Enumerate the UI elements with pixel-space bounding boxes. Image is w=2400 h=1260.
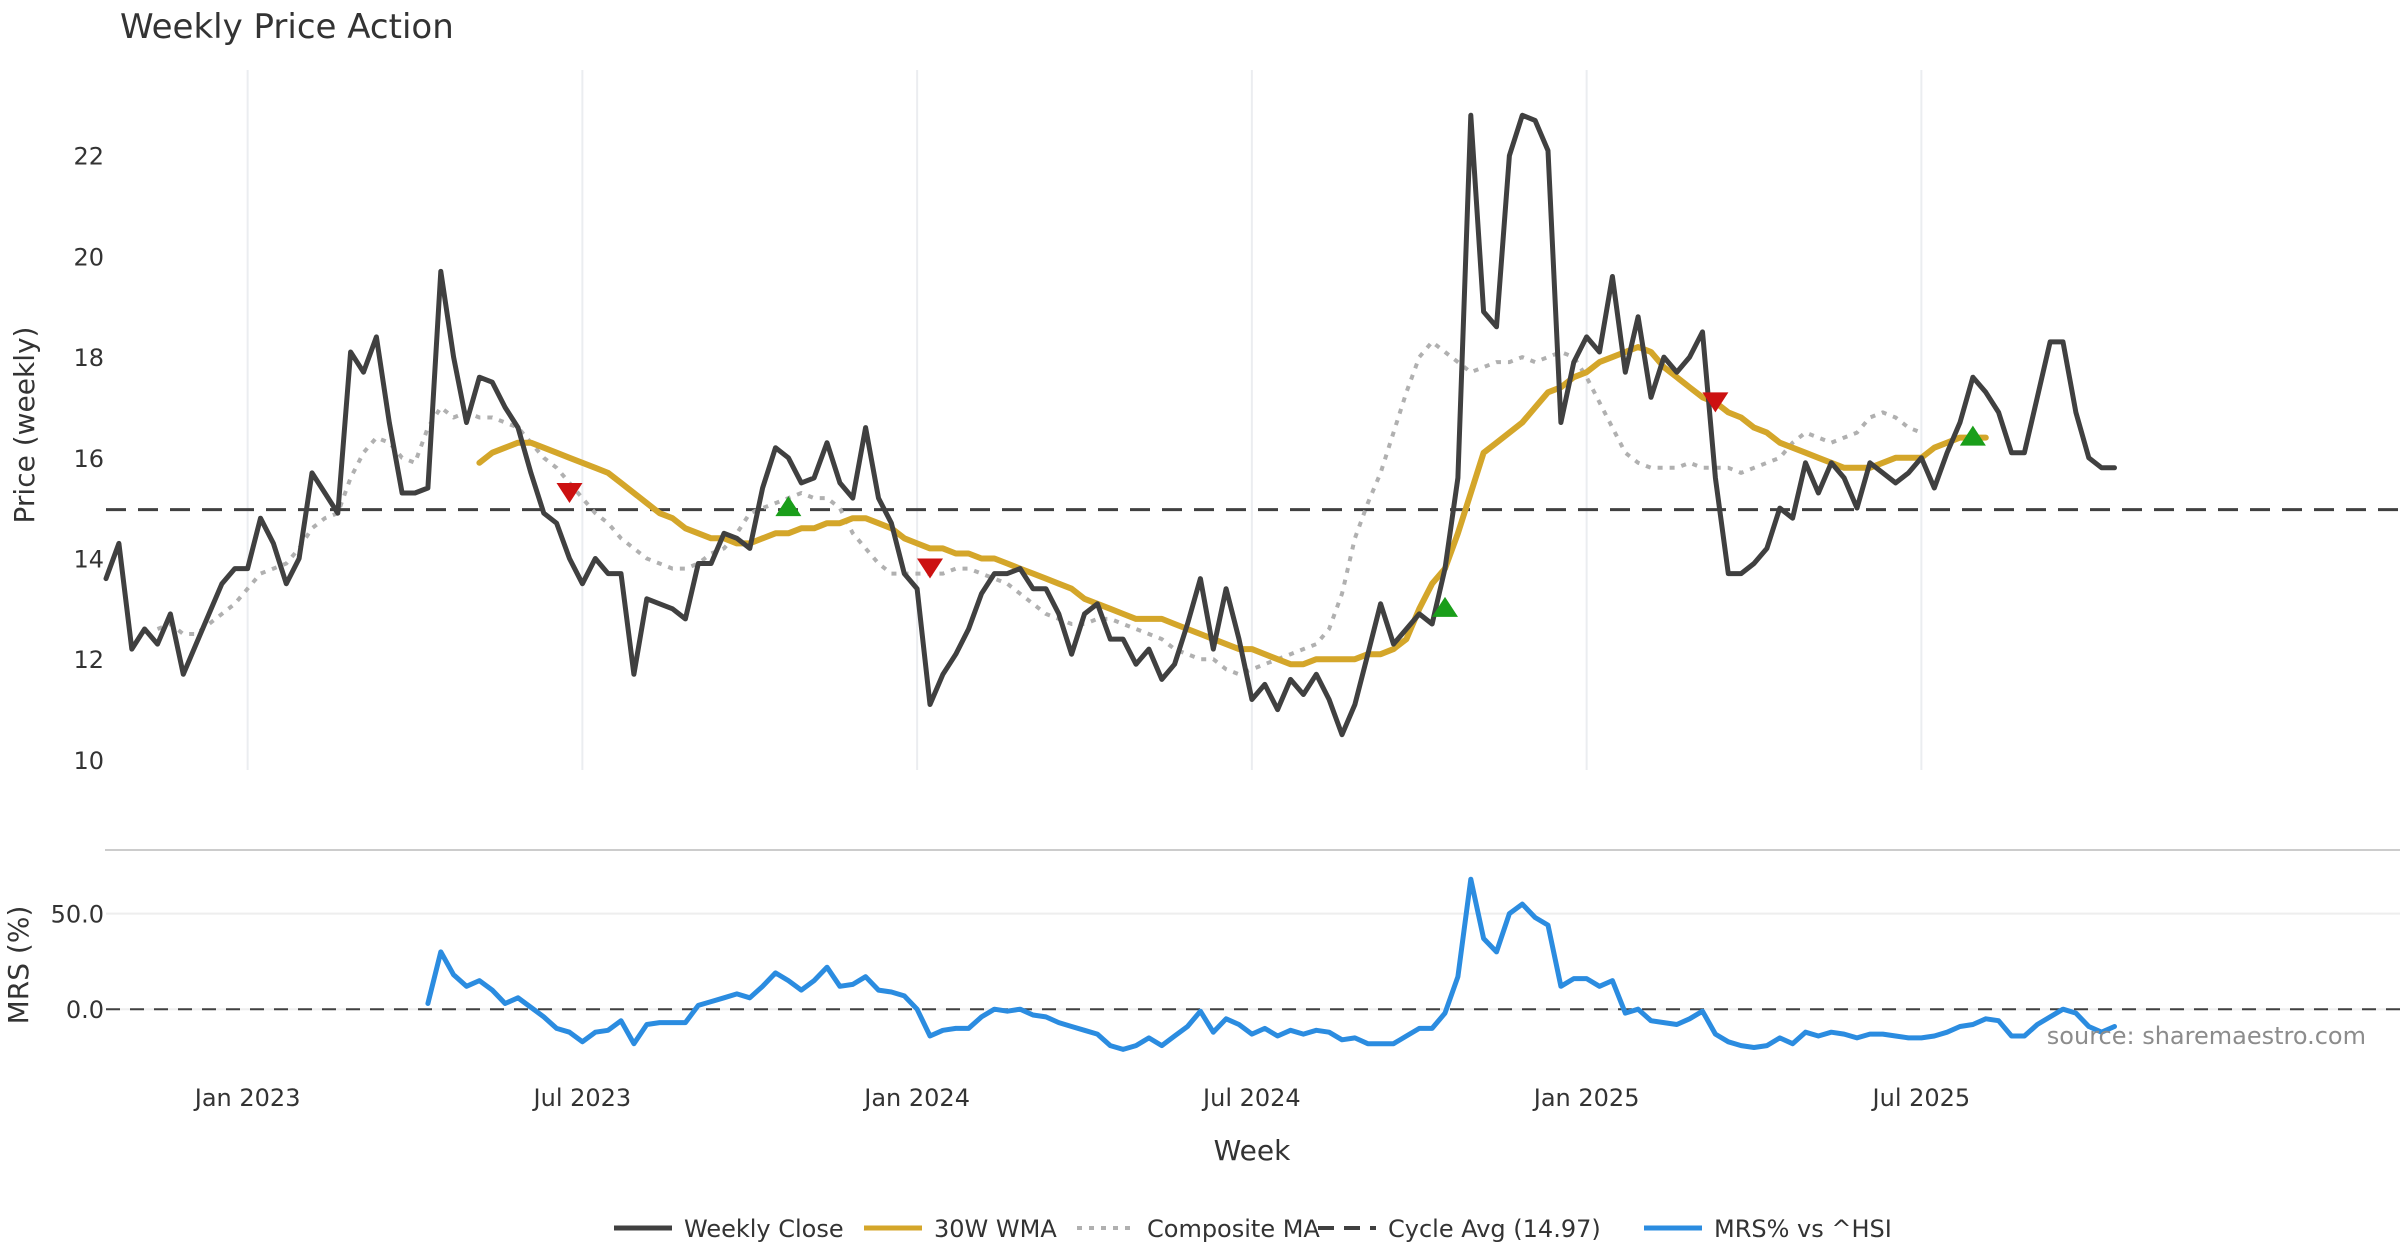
- price-ytick-label: 14: [73, 545, 104, 573]
- buy-signal-marker: [1959, 425, 1986, 446]
- source-note: source: sharemaestro.com: [2047, 1022, 2366, 1050]
- price-ytick-label: 18: [73, 344, 104, 372]
- 30w-wma-line: [476, 344, 1989, 668]
- mrs-y-axis-label: MRS (%): [2, 906, 35, 1025]
- mrs-gridlines: [106, 912, 2400, 1011]
- sell-signal-marker: [556, 483, 583, 504]
- mrs-ytick-label: 50.0: [51, 901, 104, 929]
- price-ytick-label: 22: [73, 143, 104, 171]
- mrs-line: [425, 876, 2117, 1052]
- chart-title: Weekly Price Action: [120, 7, 454, 47]
- mrs-ytick-label: 0.0: [66, 996, 104, 1024]
- x-tick-label: Jul 2024: [1201, 1084, 1301, 1112]
- sell-signal-marker: [917, 558, 943, 579]
- legend-label: Composite MA: [1147, 1215, 1320, 1243]
- x-tick-label: Jan 2023: [193, 1084, 301, 1112]
- legend-label: Weekly Close: [684, 1215, 844, 1243]
- price-y-ticks: 10 12 14 16 18 20 22: [73, 143, 104, 775]
- price-ytick-label: 10: [73, 747, 104, 775]
- x-tick-label: Jan 2024: [862, 1084, 970, 1112]
- composite-ma-line: [156, 339, 1923, 677]
- price-y-axis-label: Price (weekly): [8, 327, 41, 524]
- signal-markers: [556, 392, 1986, 617]
- weekly-close-line: [103, 112, 2117, 738]
- x-tick-label: Jan 2025: [1532, 1084, 1640, 1112]
- x-axis-ticks: Jan 2023 Jul 2023 Jan 2024 Jul 2024 Jan 2025…: [193, 1084, 1970, 1112]
- price-ytick-label: 20: [73, 243, 104, 271]
- mrs-series: [425, 876, 2117, 1052]
- sell-signal-marker: [1702, 392, 1729, 413]
- legend-label: MRS% vs ^HSI: [1714, 1215, 1892, 1243]
- legend-label: Cycle Avg (14.97): [1388, 1215, 1601, 1243]
- buy-signal-marker: [775, 496, 802, 517]
- buy-signal-marker: [1432, 596, 1458, 617]
- x-tick-label: Jul 2025: [1871, 1084, 1971, 1112]
- legend-label: 30W WMA: [934, 1215, 1057, 1243]
- price-gridlines: [246, 70, 1923, 770]
- price-ytick-label: 12: [73, 646, 104, 674]
- mrs-y-ticks: 0.0 50.0: [51, 901, 104, 1025]
- x-axis-label: Week: [1214, 1134, 1291, 1167]
- price-series: [103, 112, 2117, 738]
- legend: Weekly Close 30W WMA Composite MA Cycle Avg…: [614, 1215, 1892, 1243]
- price-ytick-label: 16: [73, 445, 104, 473]
- x-tick-label: Jul 2023: [532, 1084, 632, 1112]
